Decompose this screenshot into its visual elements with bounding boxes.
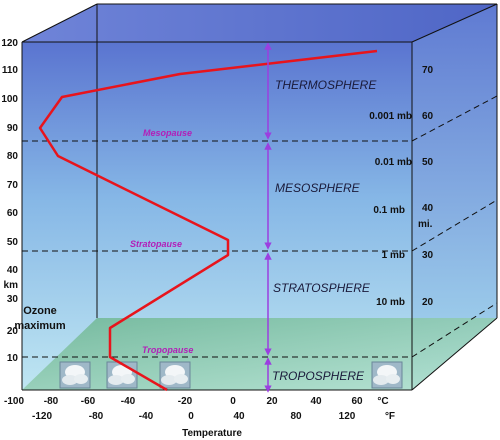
temperature-profile-line: [38, 49, 378, 392]
km-axis: 120 110 100 90 80 70 60 50 40 30 20 10 k…: [1, 38, 18, 364]
celsius-tick: -40: [121, 396, 136, 407]
box-top-face: [22, 4, 497, 42]
km-tick: 10: [7, 353, 19, 364]
box-edges: [21, 3, 498, 391]
celsius-tick: 60: [351, 396, 363, 407]
km-unit-label: km: [4, 280, 19, 291]
box-right-face: [412, 4, 497, 390]
ozone-label-line1: Ozone: [23, 305, 57, 317]
pressure-labels: 0.001 mb 0.01 mb 0.1 mb 1 mb 10 mb: [369, 111, 412, 308]
km-tick: 80: [7, 151, 19, 162]
fahrenheit-tick: -120: [32, 411, 52, 422]
km-tick: 120: [1, 38, 18, 49]
fahrenheit-tick: 40: [233, 411, 245, 422]
km-tick: 50: [7, 237, 19, 248]
km-tick: 70: [7, 180, 19, 191]
fahrenheit-tick: 0: [188, 411, 194, 422]
boundary-lines: [22, 95, 498, 358]
celsius-tick: -60: [81, 396, 96, 407]
x-axis-title: Temperature: [182, 428, 242, 439]
cloud-image-4: [371, 361, 403, 389]
km-tick: 90: [7, 123, 19, 134]
celsius-tick: -20: [178, 396, 193, 407]
pressure-label: 1 mb: [382, 250, 405, 261]
fahrenheit-axis: -120 -80 -40 0 40 80 120 °F: [32, 411, 395, 422]
pressure-label: 0.01 mb: [375, 157, 412, 168]
pressure-label: 10 mb: [376, 297, 405, 308]
ozone-label-line2: maximum: [14, 320, 66, 332]
mi-tick: 20: [422, 297, 434, 308]
cloud-image-3: [159, 361, 191, 389]
celsius-tick: 40: [310, 396, 322, 407]
km-tick: 100: [1, 94, 18, 105]
layer-label-stratosphere: STRATOSPHERE: [273, 281, 371, 295]
celsius-tick: 0: [230, 396, 236, 407]
ground-surface: [22, 318, 497, 390]
mi-unit-label: mi.: [418, 219, 433, 230]
km-tick: 40: [7, 265, 19, 276]
mi-tick: 70: [422, 65, 434, 76]
boundary-label-tropopause: Tropopause: [142, 345, 193, 355]
celsius-unit-label: °C: [377, 396, 388, 407]
celsius-tick: -100: [4, 396, 24, 407]
fahrenheit-tick: -40: [139, 411, 154, 422]
miles-axis: 70 60 50 40 30 20 mi.: [418, 65, 434, 308]
layer-label-mesosphere: MESOSPHERE: [275, 181, 361, 195]
fahrenheit-tick: 80: [290, 411, 302, 422]
layer-label-thermosphere: THERMOSPHERE: [275, 78, 377, 92]
boundary-label-stratopause: Stratopause: [130, 239, 182, 249]
layer-label-troposphere: TROPOSPHERE: [272, 369, 365, 383]
mi-tick: 60: [422, 111, 434, 122]
mi-tick: 50: [422, 157, 434, 168]
boundary-label-mesopause: Mesopause: [143, 128, 192, 138]
fahrenheit-unit-label: °F: [385, 411, 395, 422]
km-tick: 110: [2, 65, 19, 76]
celsius-tick: -80: [44, 396, 59, 407]
cloud-image-1: [59, 361, 91, 389]
km-tick: 60: [7, 208, 19, 219]
km-tick: 30: [7, 294, 19, 305]
celsius-axis: -100 -80 -60 -40 -20 0 20 40 60 °C: [4, 396, 389, 407]
km-tick: 20: [7, 326, 19, 337]
fahrenheit-tick: 120: [339, 411, 356, 422]
celsius-tick: 20: [266, 396, 278, 407]
mi-tick: 40: [422, 203, 434, 214]
fahrenheit-tick: -80: [89, 411, 104, 422]
cloud-image-2: [106, 361, 138, 389]
pressure-label: 0.1 mb: [373, 205, 405, 216]
pressure-label: 0.001 mb: [369, 111, 412, 122]
mi-tick: 30: [422, 250, 434, 261]
